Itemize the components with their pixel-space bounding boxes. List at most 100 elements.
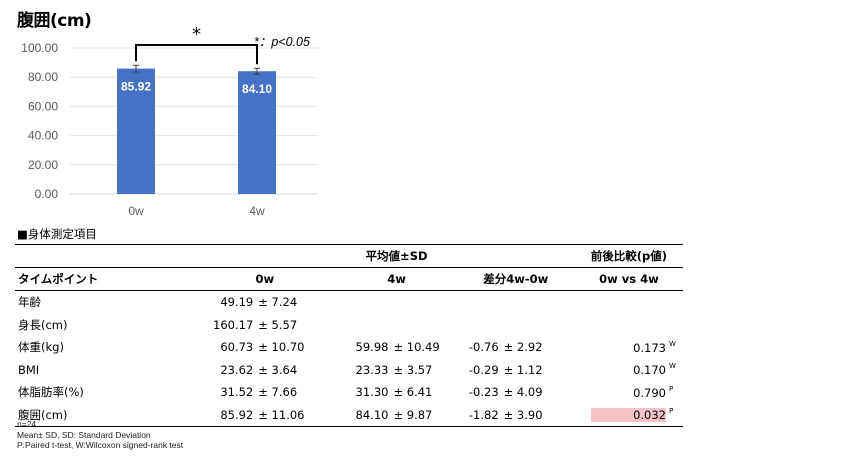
sd-value: ± 5.57 (258, 317, 298, 332)
mean-value: 60.73 (220, 340, 254, 355)
mean-value: -0.29 (468, 362, 499, 377)
column-header-4w: 4w (336, 267, 457, 291)
p-value: 0.032 (591, 408, 666, 423)
cell-4w (336, 291, 456, 314)
cell-0w: 23.62 ± 3.64 (193, 359, 336, 382)
bar-value-label: 84.10 (242, 82, 272, 96)
column-header-diff: 差分4w-0w (456, 267, 575, 291)
x-tick-label: 0w (128, 204, 144, 218)
table-row: 体重(kg) 60.73 ± 10.70 59.98 ± 10.49 -0.76 ± 2.9… (15, 336, 683, 359)
mean-value: 59.98 (355, 340, 389, 355)
measurement-table: 平均値±SD 前後比較(p値) タイムポイント 0w 4w 差分4w-0w 0w… (15, 244, 683, 427)
row-label: 体重(kg) (18, 340, 64, 355)
cell-diff (457, 291, 575, 314)
significance-marker: * (192, 24, 201, 45)
table-row: 体脂肪率(%) 31.52 ± 7.66 31.30 ± 6.41 -0.23 ± 4.09… (15, 381, 683, 404)
significance-bracket: * *：p<0.05 (135, 24, 310, 65)
y-tick-label: 40.00 (28, 129, 58, 143)
cell-p-value: 0.032 P (574, 403, 683, 427)
cell-0w: 160.17 ± 5.57 (193, 314, 336, 337)
footnotes: n=24 Mean± SD, SD: Standard Deviation P:… (17, 419, 183, 451)
row-label: 体脂肪率(%) (18, 385, 84, 400)
cell-p-value (575, 314, 683, 337)
row-label: BMI (18, 362, 40, 377)
x-axis-ticks: 0w 4w (128, 204, 265, 218)
y-tick-label: 80.00 (28, 70, 58, 84)
sd-value: ± 7.66 (258, 385, 298, 400)
cell-diff: -0.23 ± 4.09 (457, 381, 575, 404)
column-header-0w: 0w (193, 267, 337, 291)
table-row: BMI 23.62 ± 3.64 23.33 ± 3.57 -0.29 ± 1.12 0.17… (15, 359, 683, 382)
chart-gridlines (70, 47, 318, 195)
sd-value: ± 4.09 (503, 385, 543, 400)
p-value: 0.173 (633, 340, 666, 355)
cell-diff: -1.82 ± 3.90 (456, 403, 575, 427)
cell-4w: 31.30 ± 6.41 (336, 381, 456, 404)
cell-0w: 31.52 ± 7.66 (193, 381, 336, 404)
x-tick-label: 4w (249, 204, 265, 218)
sd-value: ± 3.57 (393, 362, 433, 377)
mean-value: -0.76 (468, 340, 499, 355)
table-row: 身長(cm) 160.17 ± 5.57 (15, 314, 683, 337)
y-tick-label: 0.00 (35, 187, 59, 201)
cell-4w: 59.98 ± 10.49 (336, 336, 456, 359)
sd-value: ± 3.64 (258, 362, 298, 377)
mean-value: 23.33 (355, 362, 389, 377)
mean-value: 31.30 (355, 385, 389, 400)
sd-value: ± 9.87 (393, 407, 433, 422)
cell-4w: 84.10 ± 9.87 (336, 403, 457, 427)
group-header-comparison: 前後比較(p値) (574, 244, 683, 268)
sd-value: ± 10.70 (258, 340, 305, 355)
column-header-p: 0w vs 4w (574, 267, 683, 291)
cell-p-value: 0.790 P (575, 381, 683, 404)
cell-diff: -0.76 ± 2.92 (457, 336, 575, 359)
cell-p-value: 0.170 W (575, 359, 683, 382)
table-heading: ■身体測定項目 (17, 227, 97, 241)
sd-value: ± 1.12 (503, 362, 543, 377)
footnote-tests: P:Paired t-test, W:Wilcoxon signed-rank … (17, 440, 184, 450)
cell-p-value: 0.173 W (575, 336, 683, 359)
table-column-header-row: タイムポイント 0w 4w 差分4w-0w 0w vs 4w (15, 267, 683, 291)
p-value: 0.790 (633, 385, 666, 400)
row-label: 身長(cm) (18, 317, 68, 332)
column-header-timepoint: タイムポイント (15, 267, 194, 291)
bar-value-label: 85.92 (121, 80, 151, 94)
sd-value: ± 3.90 (503, 407, 543, 422)
bar (117, 68, 155, 194)
test-marker: P (669, 407, 674, 416)
cell-0w: 49.19 ± 7.24 (193, 291, 336, 314)
significance-note: *：p<0.05 (254, 35, 310, 49)
cell-0w: 85.92 ± 11.06 (193, 403, 337, 427)
table-row: 年齢 49.19 ± 7.24 (15, 291, 683, 314)
sd-value: ± 7.24 (258, 295, 298, 310)
test-marker: W (669, 339, 676, 348)
mean-value: -1.82 (468, 407, 499, 422)
footnote-n: n=24 (17, 419, 37, 429)
sd-value: ± 10.49 (393, 340, 440, 355)
mean-value: 160.17 (213, 317, 254, 332)
table-group-header-row: 平均値±SD 前後比較(p値) (15, 244, 683, 268)
cell-0w: 60.73 ± 10.70 (193, 336, 336, 359)
cell-4w (336, 314, 456, 337)
sd-value: ± 11.06 (258, 407, 305, 422)
mean-value: 85.92 (220, 407, 254, 422)
significance-bracket-line (135, 44, 258, 65)
mean-value: 84.10 (355, 407, 389, 422)
footnote-sd: Mean± SD, SD: Standard Deviation (17, 429, 151, 440)
table-row: 腹囲(cm) 85.92 ± 11.06 84.10 ± 9.87 -1.82 ± 3.90… (15, 403, 683, 427)
mean-value: 49.19 (220, 295, 254, 310)
row-label: 年齢 (18, 295, 41, 310)
sd-value: ± 6.41 (393, 385, 433, 400)
bars: 85.92 84.10 (117, 64, 276, 194)
y-axis-ticks: 0.00 20.00 40.00 60.00 80.00 100.00 (21, 41, 58, 201)
cell-diff: -0.29 ± 1.12 (457, 359, 575, 382)
cell-diff (457, 314, 575, 337)
test-marker: P (669, 384, 674, 393)
y-tick-label: 100.00 (21, 41, 58, 55)
bar (238, 71, 276, 194)
cell-p-value (575, 291, 683, 314)
chart-title: 腹囲(cm) (17, 11, 92, 31)
test-marker: W (669, 362, 676, 371)
mean-value: 31.52 (220, 385, 254, 400)
cell-4w: 23.33 ± 3.57 (336, 359, 456, 382)
